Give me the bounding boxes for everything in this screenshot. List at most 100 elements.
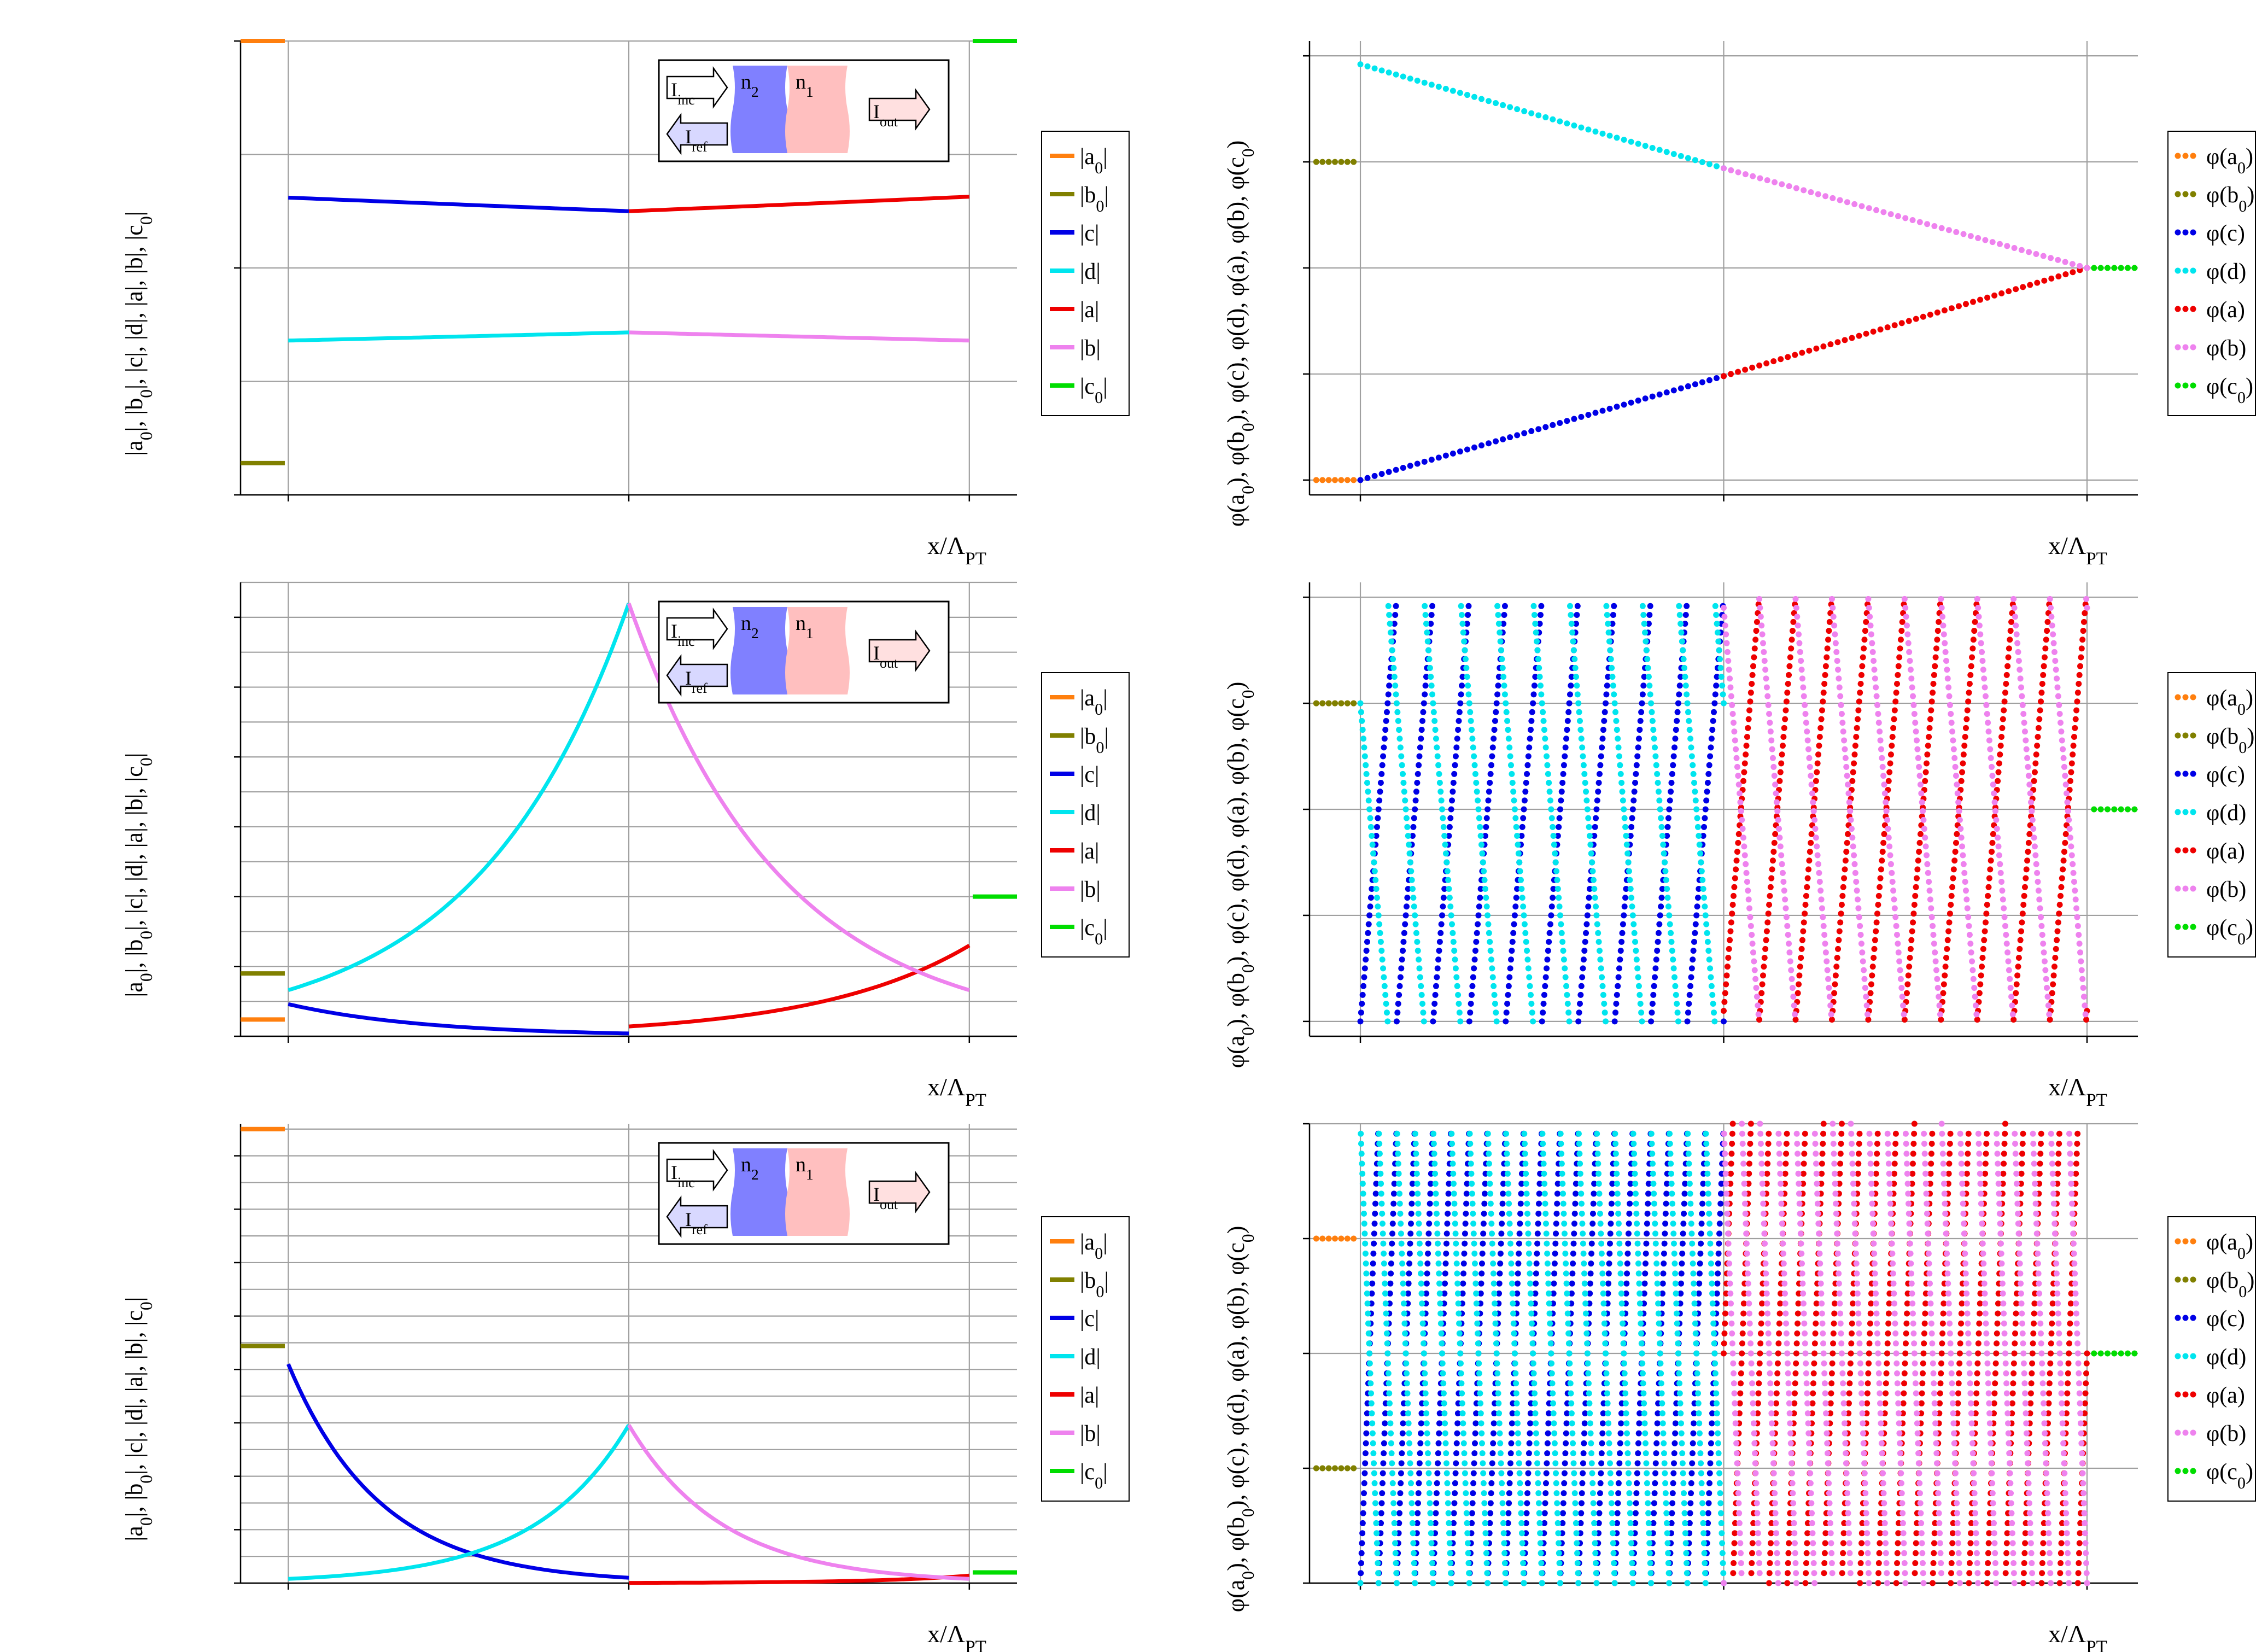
series-a-point — [1960, 751, 1967, 758]
series-d-point — [1593, 903, 1599, 910]
series-d-point — [1495, 1390, 1501, 1397]
series-d-point — [1569, 629, 1576, 636]
series-c-point — [1579, 1480, 1586, 1486]
series-a-point — [1931, 1530, 1938, 1537]
series-a-point — [1749, 681, 1755, 687]
series-d-point — [1389, 647, 1395, 653]
series-d-point — [1449, 921, 1456, 927]
series-c-point — [1655, 938, 1661, 945]
series-c-point — [1714, 674, 1720, 680]
series-c-point — [1685, 1009, 1691, 1016]
series-d-point — [1421, 1360, 1428, 1367]
series-d-point — [1672, 1280, 1679, 1287]
plot-area — [241, 39, 1017, 465]
series-a-point — [1831, 1310, 1838, 1317]
series-d-point — [1562, 1250, 1569, 1257]
series-d-point — [1717, 1510, 1724, 1516]
series-d-point — [1478, 842, 1485, 848]
series-c-point — [1407, 1240, 1413, 1247]
series-a-point — [1934, 309, 1940, 316]
series-d-point — [1594, 1130, 1600, 1137]
series-c-point — [1687, 1510, 1693, 1516]
series-c-point — [1626, 1210, 1633, 1217]
series-c-point — [1716, 1240, 1722, 1247]
series-d-point — [1508, 762, 1515, 768]
series-c-point — [1670, 387, 1677, 394]
series-d-point — [1538, 691, 1545, 698]
series-b-point — [1822, 193, 1829, 200]
series-d-point — [1496, 1420, 1503, 1427]
series-d-point — [1663, 149, 1670, 155]
series-d-point — [1412, 1130, 1418, 1137]
series-c-point — [1380, 1470, 1386, 1476]
series-b-point — [1938, 225, 1945, 231]
series-d-point — [1627, 1520, 1634, 1526]
series-c-point — [1434, 974, 1440, 980]
series-c-point — [1561, 1470, 1568, 1476]
series-b-point — [2070, 869, 2077, 876]
series-b-point — [1769, 755, 1776, 761]
series-b-point — [2048, 614, 2055, 620]
series-b-point — [1741, 852, 1748, 859]
series-b-point — [2084, 605, 2090, 611]
series-d-point — [1690, 762, 1696, 768]
series-a-point — [1904, 981, 1911, 988]
series-d-point — [1424, 629, 1430, 636]
series-d-point — [1582, 1300, 1589, 1307]
series-d-point — [1711, 1350, 1718, 1357]
series-b-point — [1866, 205, 1872, 212]
series-d-point — [1623, 1420, 1630, 1427]
series-a-point — [2072, 725, 2078, 731]
series-c-point — [1375, 815, 1381, 821]
series-b-point — [2028, 799, 2035, 805]
series-a-point — [1721, 373, 1727, 380]
inset-label-inc: Iinc — [671, 1161, 695, 1190]
series-a-point — [1898, 320, 1905, 326]
series-b-point — [1808, 773, 1814, 779]
series-c-point — [1598, 1450, 1605, 1457]
series-d-point — [1488, 1210, 1494, 1217]
series-a-point — [2015, 954, 2022, 961]
series-d-point — [1463, 664, 1470, 671]
series-c-point — [1593, 806, 1600, 813]
series-d-point — [1450, 1181, 1457, 1187]
series-c-point — [1636, 727, 1643, 733]
series-b-point — [1773, 799, 1780, 805]
series-d-point — [1453, 1240, 1459, 1247]
series-b-point — [1830, 614, 1837, 620]
series-d-point — [1578, 735, 1585, 742]
series-a-point — [1960, 760, 1966, 767]
series-a-point — [1904, 990, 1910, 996]
series-a-point — [2060, 857, 2067, 864]
series-a-point — [1754, 618, 1760, 625]
series-c-point — [1537, 611, 1544, 618]
series-d-point — [1719, 1540, 1726, 1546]
series-d-point — [1449, 930, 1456, 936]
series-c-point — [1423, 1280, 1430, 1287]
series-c-point — [1404, 895, 1411, 901]
series-a-point — [1904, 1310, 1910, 1317]
series-b-point — [1962, 888, 1969, 894]
series-a-point — [1793, 1360, 1799, 1367]
series-d-point — [1416, 956, 1422, 963]
series-c-point — [1618, 1420, 1624, 1427]
series-a-point — [1931, 1540, 1937, 1546]
series-c-point — [1652, 974, 1658, 980]
legend-swatch-a — [2182, 306, 2189, 312]
series-c-point — [1435, 1450, 1441, 1457]
series-d-point — [1387, 1410, 1393, 1417]
layer-n1 — [785, 607, 850, 694]
series-b0-point — [1344, 700, 1351, 707]
series-d-point — [1387, 629, 1394, 636]
series-d-point — [1528, 110, 1535, 116]
series-c-point — [1535, 1210, 1542, 1217]
series-d-point — [1359, 717, 1365, 724]
series-a-point — [1904, 1300, 1910, 1307]
series-a-point — [2070, 743, 2077, 749]
series-d-point — [1542, 1200, 1548, 1207]
series-b-point — [2052, 658, 2059, 664]
series-b-point — [1802, 710, 1809, 717]
series-d-point — [1392, 1530, 1398, 1537]
plot-area — [1313, 61, 2138, 483]
series-d-point — [1570, 638, 1576, 645]
